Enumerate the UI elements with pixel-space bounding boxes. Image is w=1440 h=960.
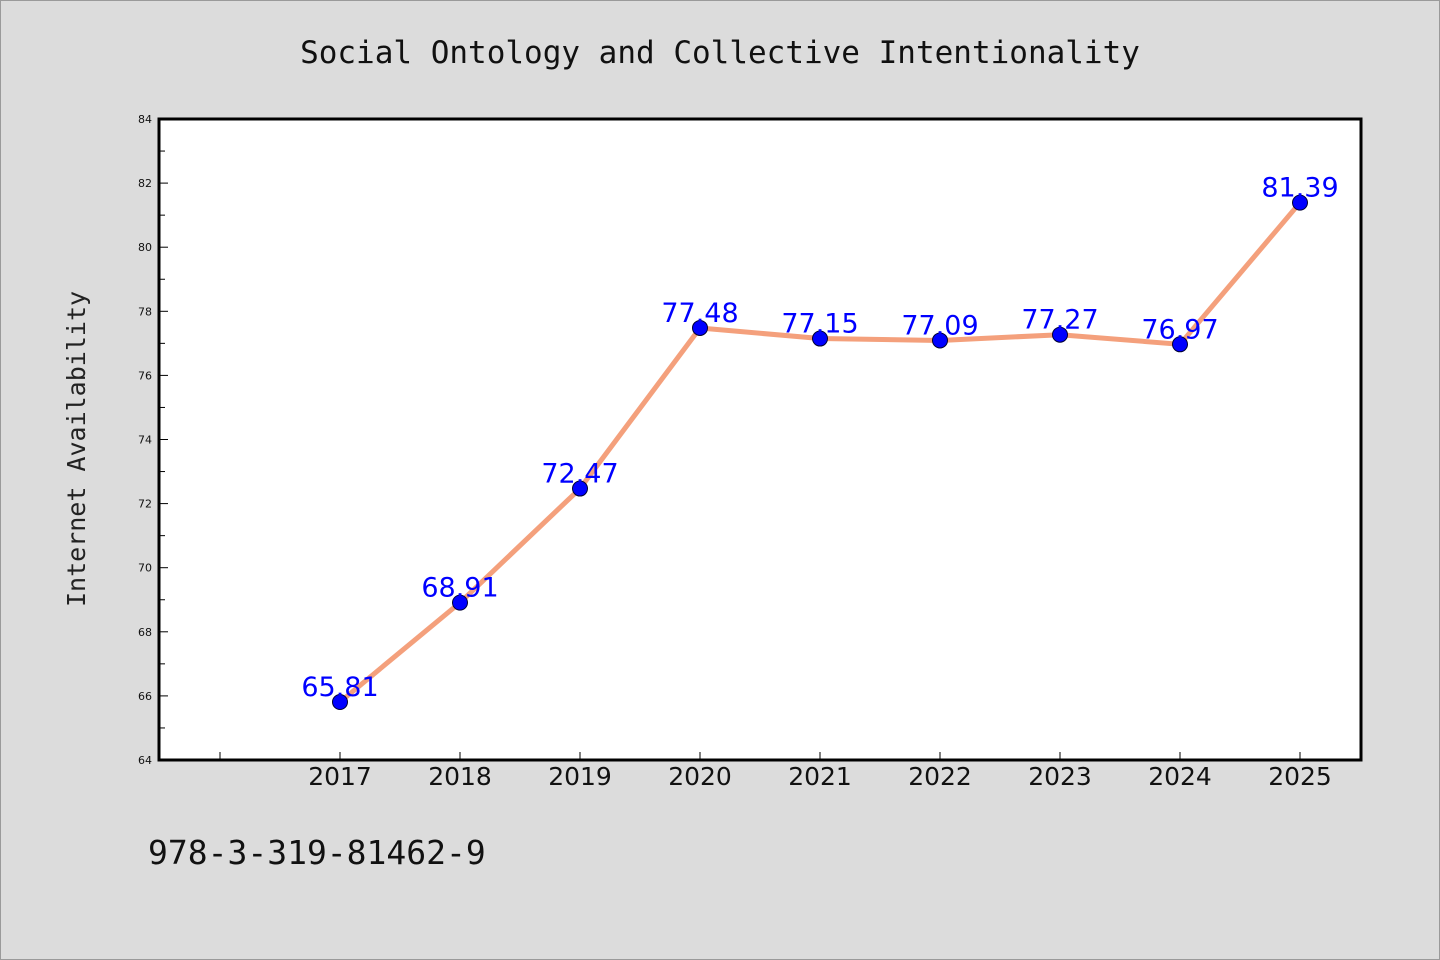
data-label: 77.15 — [781, 309, 858, 340]
data-label: 72.47 — [541, 459, 618, 490]
x-tick-label: 2022 — [908, 762, 972, 791]
y-tick-label: 74 — [138, 434, 152, 447]
data-point — [692, 319, 708, 336]
data-label: 76.97 — [1141, 314, 1218, 345]
data-label: 77.48 — [661, 298, 738, 329]
y-tick-label: 78 — [138, 305, 152, 318]
data-label: 81.39 — [1261, 173, 1338, 204]
y-tick-label: 84 — [138, 113, 152, 126]
y-tick-label: 70 — [138, 562, 152, 575]
data-point — [572, 480, 588, 497]
y-tick-label: 76 — [138, 369, 152, 382]
data-point — [1052, 326, 1068, 343]
data-point — [332, 693, 348, 710]
y-tick-label: 64 — [138, 754, 152, 767]
x-tick-label: 2021 — [788, 762, 852, 791]
isbn-footnote: 978-3-319-81462-9 — [148, 833, 486, 872]
data-label: 65.81 — [301, 672, 378, 703]
series-layer — [332, 194, 1308, 710]
x-tick-label: 2024 — [1148, 762, 1212, 791]
data-label: 68.91 — [421, 573, 498, 604]
y-tick-label: 66 — [138, 690, 152, 703]
x-tick-label: 2020 — [668, 762, 732, 791]
x-tick-label: 2023 — [1028, 762, 1092, 791]
y-axis-ticks: 64 66 68 70 72 74 76 78 80 82 84 — [138, 113, 168, 767]
data-point — [452, 594, 468, 611]
plot-area — [157, 117, 1363, 762]
data-label: 77.09 — [901, 310, 978, 341]
data-point — [812, 330, 828, 347]
y-tick-label: 72 — [138, 498, 152, 511]
data-label-layer: 65.81 68.91 72.47 77.48 77.15 77.09 77.27 76.97… — [301, 173, 1338, 703]
y-tick-label: 82 — [138, 177, 152, 190]
y-tick-label: 68 — [138, 626, 152, 639]
data-point — [1292, 194, 1308, 211]
x-axis-ticks: 2017 2018 2019 2020 2021 2022 2023 2024 2025 — [219, 752, 1332, 791]
x-tick-label: 2017 — [308, 762, 372, 791]
data-point — [1172, 336, 1188, 353]
x-tick-label: 2019 — [548, 762, 612, 791]
y-axis-label: Internet Availability — [62, 291, 91, 607]
chart-title: Social Ontology and Collective Intention… — [300, 35, 1140, 71]
y-tick-label: 80 — [138, 241, 152, 254]
x-tick-label: 2025 — [1268, 762, 1332, 791]
data-label: 77.27 — [1021, 305, 1098, 336]
data-point — [932, 332, 948, 349]
x-tick-label: 2018 — [428, 762, 492, 791]
